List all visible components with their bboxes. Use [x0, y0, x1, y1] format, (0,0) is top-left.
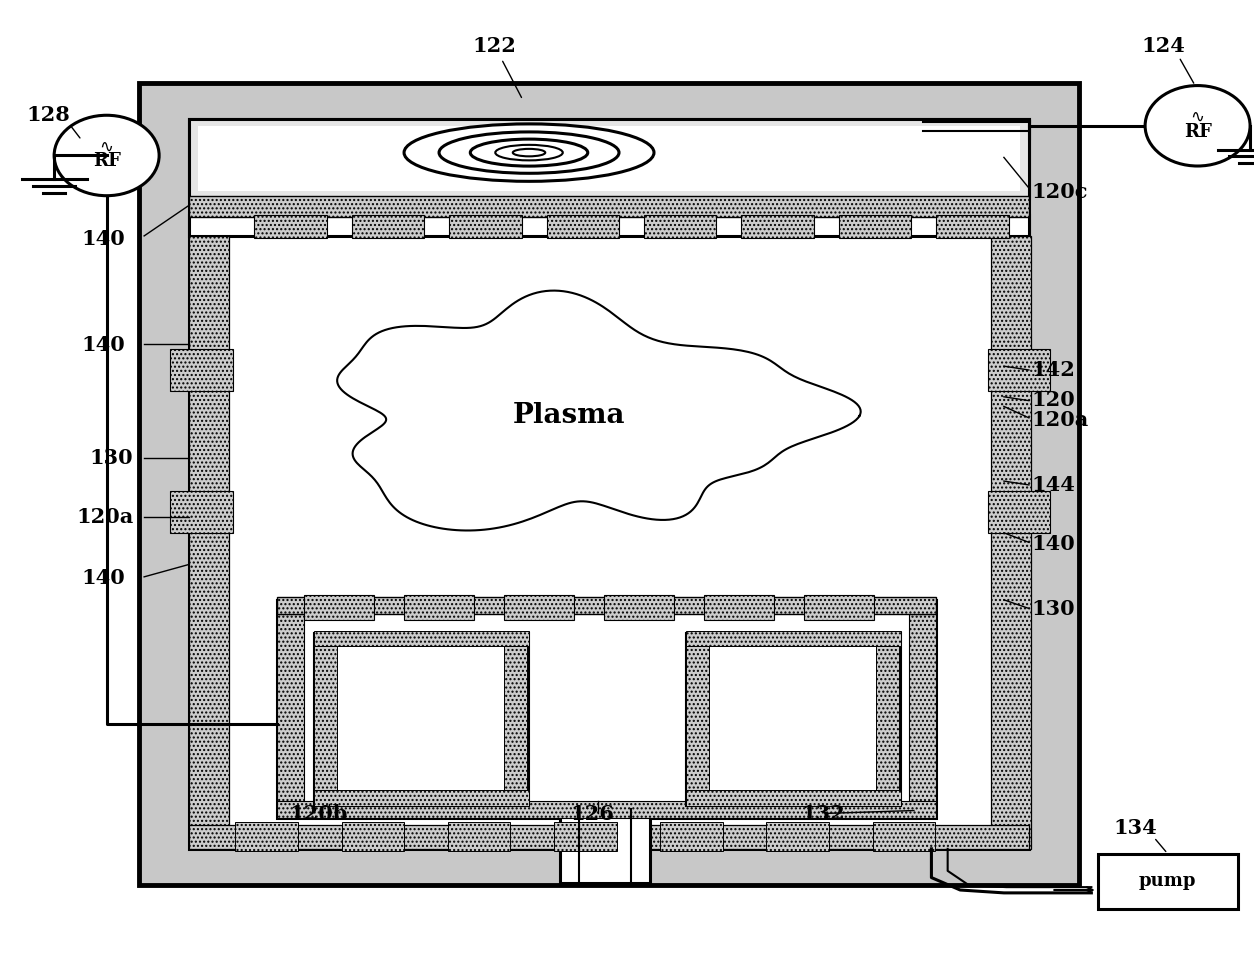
Bar	[448, 822, 511, 851]
Bar	[873, 822, 935, 851]
Bar	[687, 790, 902, 806]
Text: 120c: 120c	[1032, 182, 1088, 202]
Bar	[1098, 854, 1238, 909]
Text: RF: RF	[1184, 123, 1211, 140]
Bar	[314, 790, 530, 806]
Bar	[277, 600, 936, 818]
Bar	[254, 214, 327, 238]
Text: 128: 128	[26, 105, 70, 125]
Bar	[314, 634, 530, 806]
Text: 120: 120	[1032, 390, 1076, 411]
Circle shape	[54, 115, 159, 196]
Text: 120a: 120a	[77, 507, 133, 527]
Bar	[988, 349, 1050, 391]
Bar	[189, 119, 1029, 849]
Bar	[189, 214, 1029, 236]
Bar	[277, 597, 936, 614]
Bar	[560, 809, 650, 883]
Polygon shape	[337, 291, 860, 530]
Bar	[704, 595, 774, 620]
Text: RF: RF	[93, 153, 121, 170]
Bar	[741, 214, 814, 238]
Bar	[687, 632, 902, 646]
Text: 120b: 120b	[289, 804, 347, 824]
Bar	[404, 595, 474, 620]
Text: 140: 140	[1032, 534, 1076, 554]
Bar	[235, 822, 298, 851]
Text: 140: 140	[82, 230, 126, 249]
Bar	[170, 491, 233, 533]
Bar	[277, 614, 304, 809]
Bar	[504, 595, 574, 620]
Text: ∿: ∿	[99, 138, 113, 156]
Bar	[294, 610, 918, 809]
Text: Plasma: Plasma	[513, 403, 625, 430]
Bar	[991, 236, 1032, 849]
Bar	[504, 646, 527, 806]
Bar	[766, 822, 829, 851]
Text: 122: 122	[473, 36, 522, 98]
Bar	[314, 646, 337, 806]
Bar	[198, 126, 1020, 191]
Text: 132: 132	[801, 804, 845, 824]
Bar	[554, 822, 616, 851]
Bar	[189, 196, 1029, 216]
Circle shape	[1145, 86, 1250, 166]
Bar	[644, 214, 717, 238]
Text: 140: 140	[82, 568, 126, 587]
Bar	[877, 646, 899, 806]
Bar	[546, 214, 619, 238]
Text: 144: 144	[1032, 474, 1076, 495]
Bar	[314, 632, 530, 646]
Bar	[839, 214, 912, 238]
Bar	[660, 822, 723, 851]
Text: 130: 130	[1032, 599, 1076, 619]
Text: pump: pump	[1138, 872, 1196, 891]
Bar	[189, 119, 1029, 198]
Bar	[351, 214, 424, 238]
Text: ∿: ∿	[1190, 108, 1205, 127]
Bar	[988, 491, 1050, 533]
Bar	[687, 634, 902, 806]
Bar	[189, 825, 1029, 849]
Text: 126: 126	[570, 804, 614, 824]
Bar	[140, 83, 1079, 885]
Text: 140: 140	[82, 335, 126, 355]
Bar	[449, 214, 522, 238]
Text: 130: 130	[89, 448, 133, 468]
Text: 142: 142	[1032, 359, 1076, 380]
Text: 124: 124	[1141, 36, 1185, 56]
Bar	[604, 595, 674, 620]
Bar	[804, 595, 874, 620]
Bar	[304, 595, 374, 620]
Bar	[277, 801, 936, 818]
Bar	[189, 236, 229, 849]
Text: 120a: 120a	[1032, 410, 1088, 430]
Bar	[342, 822, 404, 851]
Bar	[170, 349, 233, 391]
Bar	[936, 214, 1009, 238]
Bar	[910, 614, 936, 809]
Bar	[687, 646, 710, 806]
Text: 134: 134	[1113, 818, 1157, 838]
